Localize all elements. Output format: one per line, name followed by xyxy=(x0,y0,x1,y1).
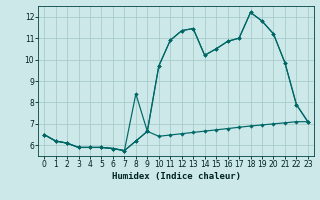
X-axis label: Humidex (Indice chaleur): Humidex (Indice chaleur) xyxy=(111,172,241,181)
